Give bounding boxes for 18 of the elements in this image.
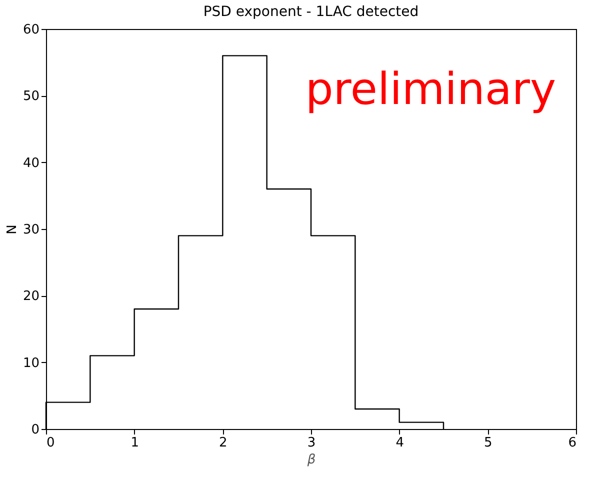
- y-tick-label: 40: [22, 156, 40, 171]
- y-axis-title: N: [4, 224, 20, 234]
- x-tick-label: 3: [307, 436, 316, 450]
- x-tick-label: 5: [484, 436, 492, 450]
- y-tick-label: 60: [22, 22, 40, 38]
- y-tick-label: 50: [22, 89, 40, 104]
- x-axis-title: β: [306, 452, 316, 468]
- y-tick-label: 20: [22, 289, 40, 304]
- y-tick-label: 10: [22, 356, 40, 371]
- chart-title: PSD exponent - 1LAC detected: [203, 4, 419, 20]
- x-tick-label: 6: [568, 436, 576, 450]
- x-tick-label: 0: [46, 436, 55, 450]
- y-tick-label: 30: [22, 222, 40, 238]
- x-tick-label: 4: [396, 436, 404, 450]
- x-tick-label: 1: [130, 436, 139, 450]
- x-tick-label: 2: [219, 436, 228, 450]
- annotation: preliminary: [305, 64, 556, 115]
- y-tick-label: 0: [31, 422, 40, 438]
